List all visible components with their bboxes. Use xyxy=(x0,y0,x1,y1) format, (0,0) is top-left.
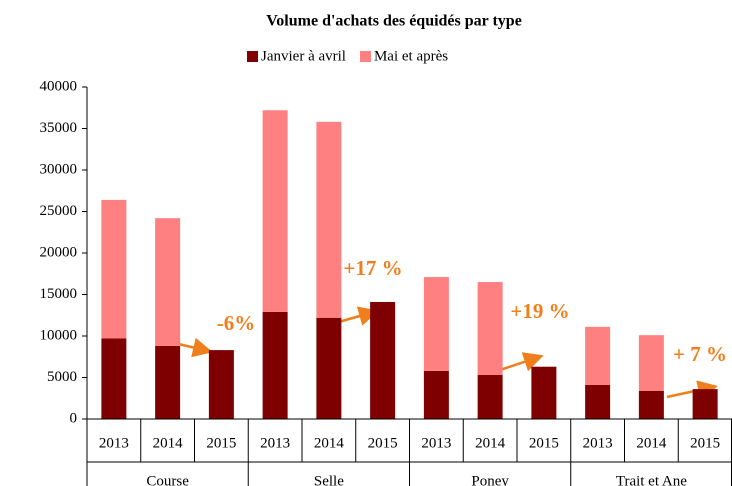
y-tick-label: 0 xyxy=(70,410,78,426)
y-tick-label: 5000 xyxy=(47,369,77,385)
chart-title: Volume d'achats des équidés par type xyxy=(266,13,522,30)
bar-segment xyxy=(585,326,611,385)
x-tick-label: 2015 xyxy=(690,435,720,451)
bar-segment xyxy=(477,282,503,376)
bar-segment xyxy=(316,317,342,419)
x-tick-label: 2014 xyxy=(636,435,667,451)
x-tick-label: 2014 xyxy=(153,435,184,451)
group-label: Poney xyxy=(471,473,509,486)
annotation: + 7 % xyxy=(673,342,727,366)
bar-segment xyxy=(638,390,664,419)
y-tick-label: 35000 xyxy=(40,120,78,136)
y-tick-label: 10000 xyxy=(40,327,78,343)
x-tick-label: 2015 xyxy=(529,435,559,451)
bar-segment xyxy=(692,389,718,419)
y-tick-label: 20000 xyxy=(40,244,78,260)
bar-segment xyxy=(101,199,127,339)
arrows xyxy=(169,306,718,400)
bar-segment xyxy=(155,345,181,419)
bar-segment xyxy=(531,366,557,419)
group-label: Selle xyxy=(314,473,344,486)
bar-segment xyxy=(316,121,342,318)
x-tick-label: 2013 xyxy=(421,435,451,451)
bar-segment xyxy=(423,370,449,419)
arrow xyxy=(666,380,718,400)
bar-segment xyxy=(208,350,234,419)
legend-swatch xyxy=(247,51,258,62)
y-tick-label: 15000 xyxy=(40,286,78,302)
bar-segment xyxy=(262,311,288,419)
x-tick-label: 2014 xyxy=(314,435,345,451)
annotation: -6% xyxy=(217,311,256,335)
bar-segment xyxy=(423,277,449,371)
y-tick-label: 30000 xyxy=(40,161,78,177)
annotation: +19 % xyxy=(510,299,569,323)
bar-segment xyxy=(585,384,611,419)
legend-label: Mai et après xyxy=(374,48,448,64)
y-tick-label: 25000 xyxy=(40,203,78,219)
x-tick-label: 2015 xyxy=(368,435,398,451)
group-label: Trait et Ane xyxy=(616,473,687,486)
x-tick-label: 2013 xyxy=(583,435,613,451)
x-tick-label: 2013 xyxy=(260,435,290,451)
x-tick-label: 2014 xyxy=(475,435,506,451)
arrow xyxy=(334,306,379,326)
x-tick-label: 2013 xyxy=(99,435,129,451)
legend-swatch xyxy=(359,51,371,62)
annotation: +17 % xyxy=(343,256,402,280)
bar-segment xyxy=(101,338,127,419)
bar-segment xyxy=(262,110,288,312)
legend-label: Janvier à avril xyxy=(261,48,346,64)
bar-segment xyxy=(370,301,396,419)
bar-segment xyxy=(638,335,664,391)
bar-segment xyxy=(155,218,181,346)
x-tick-label: 2015 xyxy=(206,435,236,451)
bar-segment xyxy=(477,375,503,419)
y-tick-label: 40000 xyxy=(40,78,78,94)
arrow xyxy=(499,352,544,372)
group-label: Course xyxy=(146,473,189,486)
